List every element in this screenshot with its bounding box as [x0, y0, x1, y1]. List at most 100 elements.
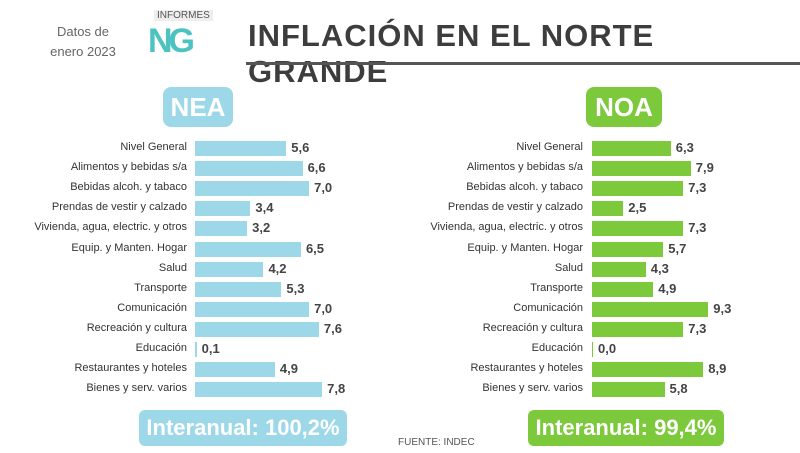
bar-row: Prendas de vestir y calzado 3,4 [0, 198, 800, 218]
bar [592, 382, 665, 398]
bar [195, 221, 248, 237]
value-label: 4,3 [650, 260, 669, 276]
category-label: Restaurantes y hoteles [74, 362, 187, 375]
category-label: Nivel General [120, 141, 187, 153]
bar-row: Educación 0,1 [0, 339, 800, 359]
bar-row: Bebidas alcoh. y tabaco 7,0 [0, 178, 800, 198]
date-line-2: enero 2023 [50, 44, 116, 59]
bar [592, 301, 709, 317]
bar-row: Vivienda, agua, electric. y otros 7,3 [0, 218, 800, 238]
date-note: Datos de enero 2023 [38, 22, 128, 62]
value-label: 7,3 [688, 180, 707, 196]
category-label: Recreación y cultura [482, 321, 583, 334]
bar [592, 181, 684, 197]
noa-interanual: Interanual: 99,4% [528, 410, 724, 446]
value-label: 7,0 [314, 300, 333, 316]
bar-row: Restaurantes y hoteles 4,9 [0, 359, 800, 379]
page-title: INFLACIÓN EN EL NORTE GRANDE [248, 18, 655, 89]
bar-row: Equip. y Manten. Hogar 5,7 [0, 239, 800, 259]
source-note: FUENTE: INDEC [398, 437, 475, 448]
category-label: Salud [158, 261, 187, 274]
noa-badge: NOA [586, 87, 662, 127]
category-label: Recreación y cultura [86, 321, 187, 334]
bar [592, 281, 654, 297]
bar-row: Salud 4,3 [0, 259, 800, 279]
nea-interanual: Interanual: 100,2% [139, 410, 347, 446]
logo-top-text: INFORMES [154, 10, 213, 21]
bar [592, 261, 646, 277]
bar-row: Alimentos y bebidas s/a 7,9 [0, 158, 800, 178]
category-label: Vivienda, agua, electric. y otros [430, 221, 583, 234]
bar-row: Nivel General 5,6 [0, 138, 800, 158]
informes-ng-logo: INFORMES NG [148, 10, 223, 60]
bar [592, 362, 704, 378]
bar [195, 321, 319, 337]
bar [195, 201, 251, 217]
bar [195, 382, 323, 398]
bar [592, 342, 593, 357]
bar-row: Transporte 4,9 [0, 279, 800, 299]
value-label: 2,5 [628, 200, 647, 216]
bar-row: Bienes y serv. varios 7,8 [0, 379, 800, 399]
bar [195, 141, 287, 156]
category-label: Restaurantes y hoteles [470, 362, 583, 375]
bar-row: Bienes y serv. varios 5,8 [0, 379, 800, 399]
category-label: Salud [554, 261, 583, 274]
value-label: 6,3 [675, 140, 694, 155]
value-label: 6,5 [305, 240, 325, 256]
category-label: Equip. y Manten. Hogar [467, 241, 583, 254]
category-label: Transporte [134, 281, 187, 294]
bar [592, 241, 664, 257]
category-label: Prendas de vestir y calzado [447, 201, 583, 214]
value-label: 7,3 [688, 220, 707, 236]
value-label: 6,6 [307, 160, 326, 176]
bar-row: Bebidas alcoh. y tabaco 7,3 [0, 178, 800, 198]
bar-row: Salud 4,2 [0, 259, 800, 279]
bar [592, 141, 671, 156]
value-label: 7,3 [688, 320, 707, 336]
category-label: Educación [135, 342, 187, 354]
title-underline [246, 62, 800, 65]
bar [592, 161, 691, 177]
bar [195, 281, 282, 297]
bar-row: Nivel General 6,3 [0, 138, 800, 158]
bar [195, 241, 301, 257]
value-label: 8,9 [708, 361, 727, 377]
bar [592, 201, 624, 217]
bar-row: Comunicación 9,3 [0, 299, 800, 319]
value-label: 4,9 [658, 280, 677, 296]
value-label: 0,1 [201, 341, 220, 356]
value-label: 0,0 [598, 341, 617, 356]
bar-row: Comunicación 7,0 [0, 299, 800, 319]
value-label: 5,6 [291, 140, 310, 155]
bar [195, 181, 310, 197]
value-label: 7,8 [327, 381, 346, 397]
value-label: 5,8 [669, 381, 688, 397]
bar-row: Recreación y cultura 7,6 [0, 319, 800, 339]
bar-row: Recreación y cultura 7,3 [0, 319, 800, 339]
bar [592, 321, 684, 337]
value-label: 5,3 [286, 280, 305, 296]
bar [195, 161, 303, 177]
value-label: 3,4 [255, 200, 274, 216]
bar-row: Vivienda, agua, electric. y otros 3,2 [0, 218, 800, 238]
value-label: 9,3 [713, 300, 732, 316]
category-label: Comunicación [117, 301, 187, 314]
value-label: 4,2 [268, 260, 287, 276]
bar-row: Educación 0,0 [0, 339, 800, 359]
category-label: Educación [531, 342, 583, 354]
logo-main-text: NG [148, 22, 195, 60]
bar [195, 362, 275, 378]
category-label: Bienes y serv. varios [86, 382, 187, 395]
category-label: Alimentos y bebidas s/a [70, 161, 187, 174]
nea-badge: NEA [163, 87, 233, 127]
date-line-1: Datos de [56, 24, 110, 39]
value-label: 7,9 [695, 160, 714, 176]
category-label: Bebidas alcoh. y tabaco [466, 181, 583, 194]
category-label: Nivel General [516, 141, 583, 153]
bar [195, 261, 264, 277]
bar-row: Prendas de vestir y calzado 2,5 [0, 198, 800, 218]
bar-row: Alimentos y bebidas s/a 6,6 [0, 158, 800, 178]
value-label: 7,6 [323, 320, 342, 336]
bar [195, 342, 197, 357]
